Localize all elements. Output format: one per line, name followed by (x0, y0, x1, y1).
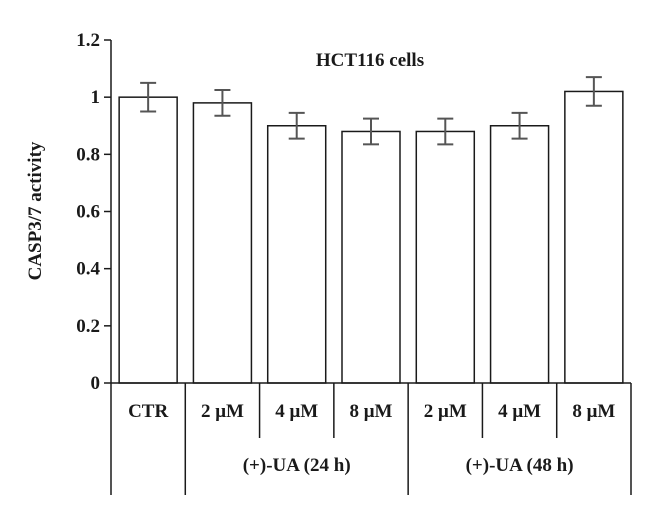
bar (564, 90, 624, 384)
x-axis: CTR 2 μM 4 μM 8 μM 2 μM 4 μM 8 μM (+)-UA (24 h)… (110, 382, 632, 495)
bar (489, 125, 550, 384)
error-bar (437, 117, 454, 146)
bar (192, 102, 253, 384)
y-tick-label: 0.6 (76, 202, 100, 223)
y-axis: 0 0.2 0.4 0.6 0.8 1 1.2 (76, 30, 112, 394)
y-axis-label: CASP3/7 activity (25, 141, 46, 280)
category-label: CTR (128, 401, 168, 422)
y-tick-label: 0.4 (76, 259, 100, 280)
y-tick-label: 0.2 (76, 316, 100, 337)
error-bar (214, 89, 231, 117)
group-label: (+)-UA (24 h) (243, 455, 351, 476)
category-label: 8 μM (572, 401, 615, 422)
chart-title: HCT116 cells (316, 50, 424, 71)
error-bar (140, 81, 157, 113)
group-label: (+)-UA (48 h) (466, 455, 574, 476)
error-bar (511, 111, 528, 140)
bar (341, 130, 401, 384)
y-tick-label: 1.2 (76, 30, 100, 51)
category-label: 4 μM (498, 401, 541, 422)
bar (118, 96, 178, 384)
y-tick-label: 1 (91, 87, 101, 108)
bar (266, 125, 327, 384)
error-bar (363, 117, 379, 146)
category-label: 8 μM (350, 401, 393, 422)
bars (118, 76, 624, 384)
y-tick-label: 0 (91, 373, 101, 394)
bar (415, 130, 476, 384)
category-label: 2 μM (201, 401, 244, 422)
error-bar (585, 76, 602, 107)
category-label: 4 μM (275, 401, 318, 422)
category-label: 2 μM (424, 401, 467, 422)
y-tick-label: 0.8 (76, 144, 100, 165)
error-bar (288, 111, 305, 140)
